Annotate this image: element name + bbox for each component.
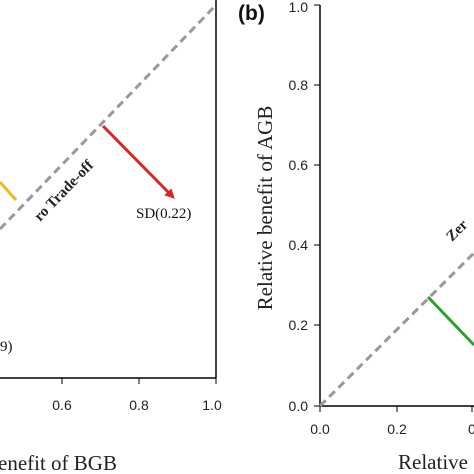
panel-a-annotation: 9) — [0, 339, 13, 355]
panel-b-y-tick-label: 1.0 — [289, 0, 309, 15]
panel-b-y-tick-label: 0.2 — [289, 317, 309, 333]
panel-a-diagonal-label: ro Trade-off — [31, 157, 97, 225]
panel-b-diagonal-label: Zer — [444, 217, 472, 245]
panel-a-x-tick-label: 0.6 — [52, 397, 72, 413]
panel-b-x-tick-label: 0.2 — [387, 421, 407, 437]
panel-b-x-axis-title: Relative — [398, 450, 468, 474]
panel-b-y-axis-title: Relative benefit of AGB — [253, 106, 277, 311]
panel-a-series-red — [101, 124, 175, 199]
panel-a-diagonal-line — [0, 3, 218, 231]
panel-b-diagonal-line — [318, 251, 474, 408]
panel-a-series-yellow — [0, 181, 18, 201]
panel-a-x-axis-title: enefit of BGB — [0, 451, 117, 474]
panel-b-series-green — [426, 295, 474, 347]
panel-a-series-red-label: SD(0.22) — [136, 206, 191, 222]
panel-b-x-tick-label: 0 — [468, 421, 474, 437]
panel-a-x-tick-label: 1.0 — [202, 397, 222, 413]
panel-b-x-tick-label: 0.0 — [310, 421, 330, 437]
panel-b-label: (b) — [238, 2, 265, 25]
panel-a: ro Trade-off SD(0.22) 9) 0.6 0.8 1.0 ene… — [0, 0, 222, 474]
panel-b-y-tick-label: 0.8 — [289, 77, 309, 93]
panel-b-y-tick-label: 0.4 — [289, 237, 309, 253]
panel-b-y-tick-label: 0.6 — [289, 157, 309, 173]
panel-a-x-tick-label: 0.8 — [129, 397, 149, 413]
panel-b: (b) Zer 0.0 0.2 0.4 0.6 0.8 1.0 0.0 0.2 … — [238, 0, 474, 474]
panel-b-y-tick-label: 0.0 — [289, 398, 309, 414]
